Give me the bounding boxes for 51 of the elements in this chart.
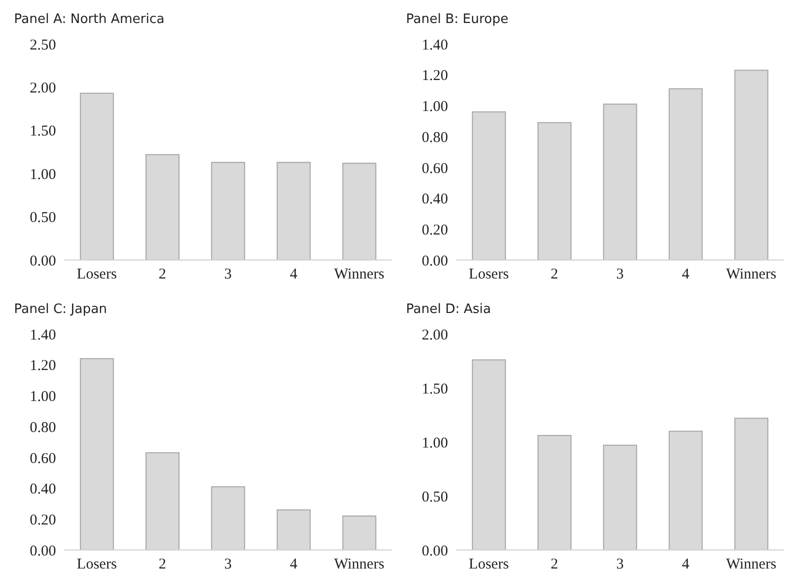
x-tick-label: 2 bbox=[158, 266, 166, 283]
x-tick-label: Winners bbox=[334, 556, 384, 573]
y-tick-label: 1.50 bbox=[30, 124, 56, 140]
y-tick-label: 0.00 bbox=[422, 253, 448, 270]
x-tick-label: 3 bbox=[224, 556, 232, 573]
x-tick-label: 4 bbox=[290, 556, 298, 573]
y-tick-label: 0.40 bbox=[422, 192, 448, 208]
chart-title: Panel D: Asia bbox=[405, 301, 492, 319]
y-tick-label: 0.50 bbox=[30, 210, 56, 226]
y-tick-label: 0.00 bbox=[422, 543, 448, 560]
y-tick-label: 1.50 bbox=[422, 381, 448, 398]
y-tick-label: 0.60 bbox=[422, 160, 448, 177]
y-tick-label: 1.40 bbox=[422, 37, 448, 54]
y-tick-label: 1.00 bbox=[422, 435, 448, 452]
x-tick-label: Losers bbox=[468, 556, 509, 573]
x-tick-label: Losers bbox=[468, 266, 509, 283]
x-tick-label: 4 bbox=[682, 266, 690, 283]
y-tick-label: 1.20 bbox=[30, 358, 56, 374]
x-tick-label: 2 bbox=[550, 556, 558, 573]
x-tick-label: 3 bbox=[616, 556, 624, 573]
y-tick-label: 0.00 bbox=[30, 543, 56, 560]
y-tick-label: 2.50 bbox=[30, 37, 56, 54]
x-tick-label: 2 bbox=[550, 266, 558, 283]
chart-title: Panel B: Europe bbox=[405, 11, 510, 29]
y-tick-label: 0.40 bbox=[30, 482, 56, 498]
y-tick-label: 1.00 bbox=[30, 166, 56, 183]
x-tick-label: 3 bbox=[616, 266, 624, 283]
y-tick-label: 0.00 bbox=[30, 253, 56, 270]
x-tick-label: Winners bbox=[334, 266, 384, 283]
y-tick-label: 0.20 bbox=[422, 222, 448, 238]
x-tick-label: 2 bbox=[158, 556, 166, 573]
x-tick-label: Losers bbox=[76, 556, 117, 573]
y-tick-label: 0.20 bbox=[30, 512, 56, 528]
x-tick-label: 4 bbox=[290, 266, 298, 283]
x-tick-label: Losers bbox=[76, 266, 117, 283]
y-tick-label: 1.00 bbox=[30, 389, 56, 406]
x-tick-label: Winners bbox=[726, 266, 776, 283]
y-tick-label: 1.40 bbox=[30, 327, 56, 344]
y-tick-label: 2.00 bbox=[30, 80, 56, 97]
x-tick-label: 4 bbox=[682, 556, 690, 573]
y-tick-label: 0.60 bbox=[30, 450, 56, 467]
y-tick-label: 0.80 bbox=[30, 420, 56, 436]
chart-title: Panel A: North America bbox=[13, 11, 166, 29]
y-tick-label: 2.00 bbox=[422, 327, 448, 344]
y-tick-label: 1.20 bbox=[422, 68, 448, 84]
y-tick-label: 0.80 bbox=[422, 130, 448, 146]
y-tick-label: 1.00 bbox=[422, 99, 448, 116]
chart-title: Panel C: Japan bbox=[13, 301, 108, 319]
x-tick-label: Winners bbox=[726, 556, 776, 573]
y-tick-label: 0.50 bbox=[422, 489, 448, 506]
x-tick-label: 3 bbox=[224, 266, 232, 283]
